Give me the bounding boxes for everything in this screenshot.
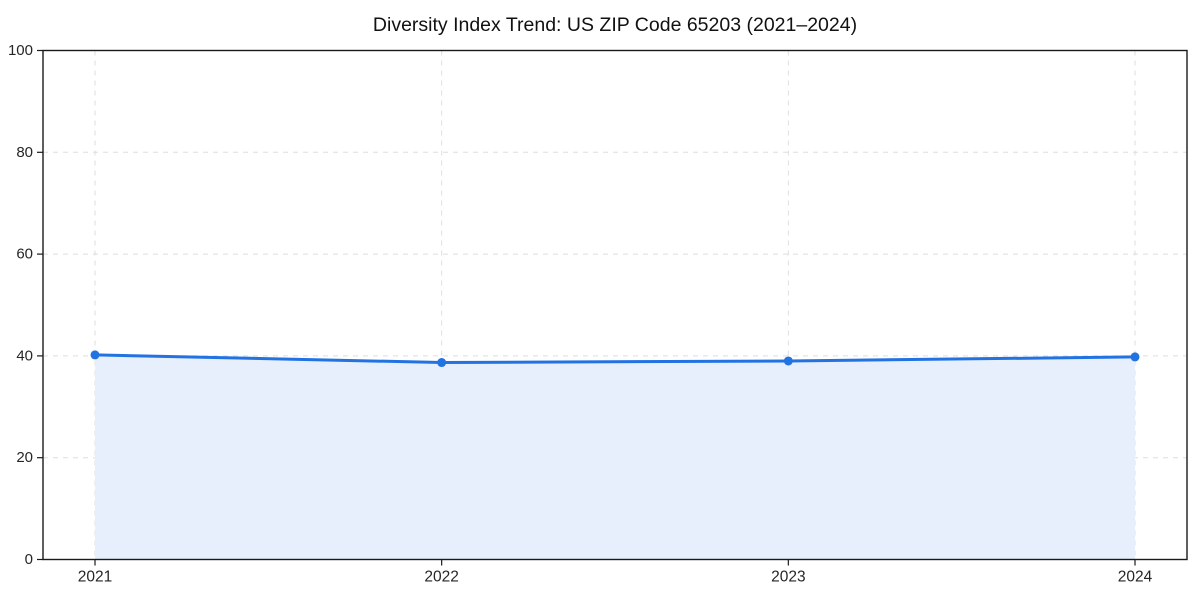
y-tick-label-40: 40 xyxy=(16,347,33,364)
data-point-2021 xyxy=(90,350,100,360)
data-point-2024 xyxy=(1130,352,1140,362)
data-point-2023 xyxy=(783,356,793,366)
data-point-2022 xyxy=(437,358,447,368)
plot-border xyxy=(42,49,1188,561)
y-tick-label-0: 0 xyxy=(25,551,33,568)
y-tick-label-80: 80 xyxy=(16,144,33,161)
x-tick-label-2024: 2024 xyxy=(1118,569,1153,586)
chart-title: Diversity Index Trend: US ZIP Code 65203… xyxy=(373,14,857,36)
y-tick-label-60: 60 xyxy=(16,246,33,263)
x-tick-label-2023: 2023 xyxy=(771,569,805,586)
area-fill xyxy=(95,354,1135,560)
x-tick-label-2022: 2022 xyxy=(424,569,458,586)
plot-layer: 0 20 40 60 80 100 2021 2022 2023 2024 xyxy=(8,42,1188,586)
y-tick-label-20: 20 xyxy=(16,449,33,466)
trend-line xyxy=(93,353,1137,365)
x-tick-label-2021: 2021 xyxy=(78,569,112,586)
y-tick-label-100: 100 xyxy=(8,42,33,59)
